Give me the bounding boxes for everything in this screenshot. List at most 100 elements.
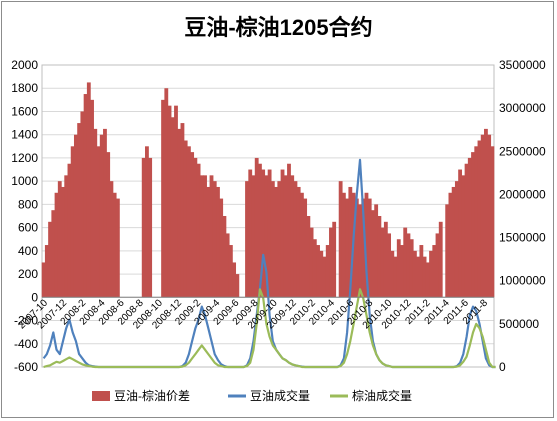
spread-bar bbox=[67, 163, 72, 298]
spread-bar bbox=[319, 250, 324, 298]
spread-bar bbox=[96, 146, 101, 298]
spread-bar bbox=[264, 175, 269, 298]
y-right-tick-label: 1000000 bbox=[499, 274, 546, 288]
legend-swatch-spread bbox=[92, 391, 110, 401]
y-right-tick-label: 2500000 bbox=[499, 144, 546, 158]
spread-bar bbox=[51, 210, 56, 298]
spread-bar bbox=[474, 146, 479, 298]
spread-bar bbox=[438, 221, 443, 298]
spread-bar bbox=[267, 169, 272, 298]
spread-bar bbox=[167, 105, 172, 298]
spread-bar bbox=[412, 250, 417, 298]
spread-bar bbox=[374, 204, 379, 298]
spread-bar bbox=[287, 163, 291, 298]
spread-bar bbox=[115, 198, 120, 298]
spread-bar bbox=[206, 186, 211, 298]
palm-oil-volume-line bbox=[43, 288, 496, 369]
spread-bar bbox=[274, 186, 278, 298]
spread-bar bbox=[209, 175, 214, 298]
spread-bar bbox=[57, 181, 62, 298]
spread-bar bbox=[90, 99, 94, 298]
chart-title: 豆油-棕油1205合约 bbox=[184, 15, 373, 40]
spread-bar bbox=[448, 192, 453, 298]
spread-bar bbox=[99, 134, 104, 298]
spread-bar bbox=[232, 262, 237, 298]
spread-bar bbox=[41, 262, 46, 298]
y-left-tick-label: 200 bbox=[18, 267, 38, 281]
y-right-tick-label: 0 bbox=[499, 360, 506, 374]
spread-bar bbox=[403, 227, 408, 298]
spread-bar bbox=[270, 181, 275, 298]
legend-label: 棕油成交量 bbox=[352, 388, 412, 403]
spread-bar bbox=[380, 227, 385, 298]
y-left-tick-label: 400 bbox=[18, 244, 38, 258]
spread-bar bbox=[54, 192, 59, 298]
y-left-tick-label: 800 bbox=[18, 197, 38, 211]
spread-bar bbox=[422, 256, 427, 298]
spread-bar bbox=[329, 227, 333, 298]
spread-bar bbox=[112, 192, 117, 298]
y-left-tick-label: -600 bbox=[14, 360, 38, 374]
y-left-tick-label: 1800 bbox=[11, 81, 38, 95]
spread-bar bbox=[296, 186, 301, 298]
spread-bar bbox=[377, 216, 382, 298]
spread-bar bbox=[219, 198, 224, 298]
spread-bar bbox=[70, 146, 75, 298]
spread-bar bbox=[477, 140, 482, 298]
spread-bar bbox=[458, 169, 463, 298]
spread-bar bbox=[293, 181, 298, 298]
spread-bar bbox=[183, 140, 188, 298]
spread-bar bbox=[396, 239, 401, 298]
spread-bar bbox=[61, 186, 65, 298]
spread-bar bbox=[251, 175, 256, 298]
spread-bar bbox=[177, 128, 182, 298]
spread-bar bbox=[170, 117, 175, 298]
spread-bar bbox=[487, 134, 492, 298]
spread-bar bbox=[471, 152, 475, 298]
spread-bar bbox=[445, 204, 450, 298]
spread-bar bbox=[480, 134, 485, 298]
y-left-tick-label: 1200 bbox=[11, 151, 38, 165]
y-left-tick-label: -400 bbox=[14, 337, 38, 351]
spread-bar bbox=[193, 157, 198, 298]
spread-bar bbox=[83, 94, 88, 298]
spread-bar bbox=[371, 210, 375, 298]
spread-bar bbox=[93, 128, 98, 298]
spread-bar bbox=[306, 216, 311, 298]
spread-bar bbox=[345, 198, 350, 298]
spread-bar bbox=[161, 99, 165, 298]
spread-bar bbox=[212, 181, 217, 298]
spread-bar bbox=[303, 198, 308, 298]
spread-bar bbox=[199, 175, 204, 298]
spread-bar bbox=[225, 233, 230, 298]
spread-bar bbox=[48, 221, 52, 298]
spread-bar bbox=[222, 216, 227, 298]
spread-bar bbox=[283, 175, 288, 298]
spread-bar bbox=[290, 175, 295, 298]
y-right-tick-label: 2000000 bbox=[499, 187, 546, 201]
spread-bar bbox=[44, 245, 49, 298]
spread-bar bbox=[299, 192, 304, 298]
spread-bar bbox=[490, 146, 495, 298]
spread-bar bbox=[332, 221, 337, 298]
y-left-tick-label: 1600 bbox=[11, 104, 38, 118]
spread-bar bbox=[277, 181, 282, 298]
y-right-tick-label: 3500000 bbox=[499, 58, 546, 72]
spread-bar bbox=[196, 163, 201, 298]
spread-bar bbox=[190, 152, 195, 298]
spread-bar bbox=[461, 175, 466, 298]
y-right-tick-label: 3000000 bbox=[499, 101, 546, 115]
y-left-tick-label: -200 bbox=[14, 314, 38, 328]
spread-bar bbox=[464, 163, 469, 298]
spread-bar bbox=[280, 169, 285, 298]
spread-bar bbox=[338, 181, 343, 298]
spread-bar bbox=[390, 250, 395, 298]
spread-bar bbox=[216, 186, 220, 298]
spread-bar bbox=[383, 221, 388, 298]
spread-bar bbox=[309, 227, 314, 298]
spread-bar bbox=[103, 128, 107, 298]
y-left-tick-label: 1400 bbox=[11, 128, 38, 142]
spread-bar bbox=[77, 123, 82, 298]
legend-label: 豆油成交量 bbox=[250, 388, 310, 403]
spread-bar bbox=[164, 88, 169, 298]
